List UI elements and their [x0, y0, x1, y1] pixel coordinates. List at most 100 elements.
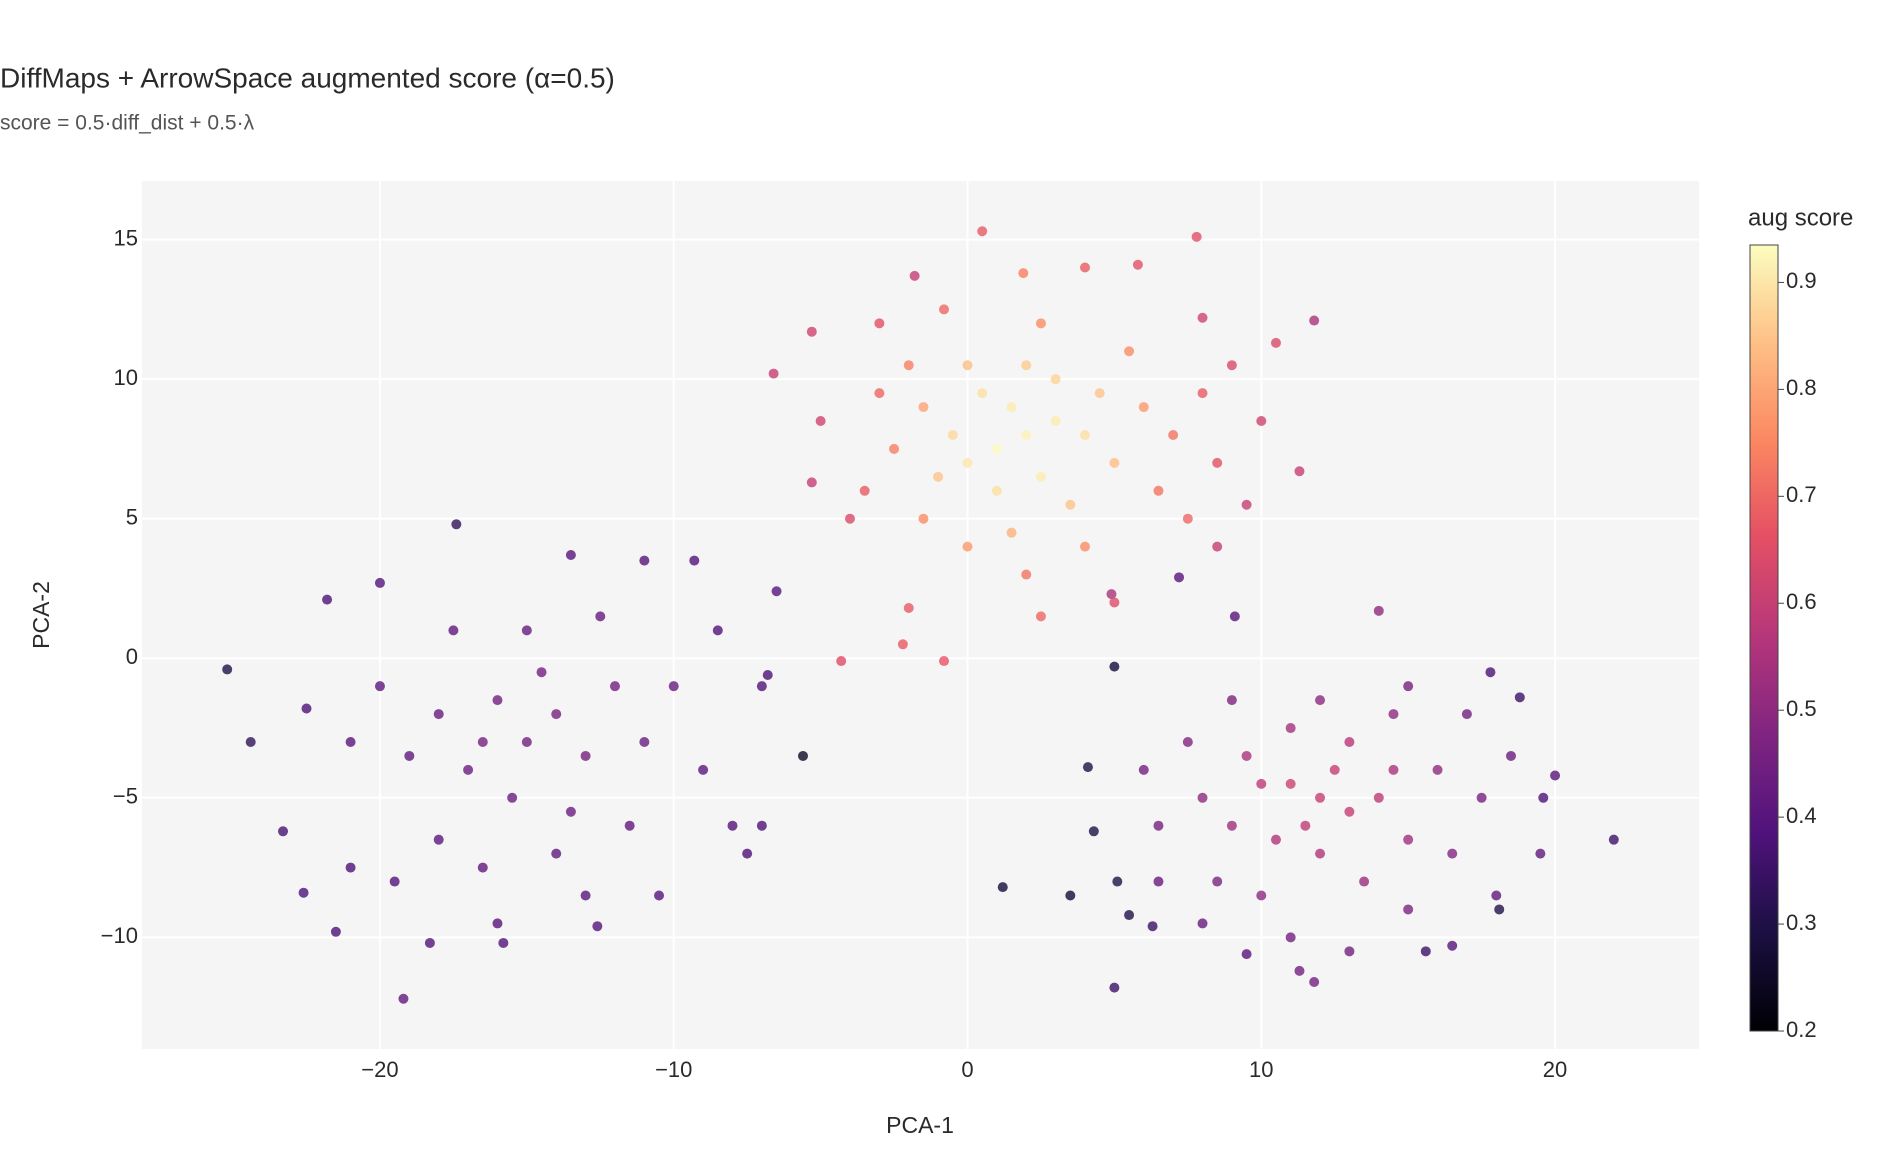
- point: [762, 670, 773, 681]
- point: [991, 443, 1002, 454]
- point: [1147, 921, 1158, 932]
- point: [806, 326, 817, 337]
- y-tick-label: 15: [114, 225, 138, 250]
- point: [918, 513, 929, 524]
- point: [1226, 360, 1237, 371]
- point: [345, 736, 356, 747]
- point: [580, 750, 591, 761]
- x-tick-label: −10: [655, 1057, 692, 1082]
- colorbar-title: aug score: [1748, 204, 1853, 231]
- point: [1132, 259, 1143, 270]
- point: [712, 625, 723, 636]
- colorbar: [1749, 244, 1779, 1032]
- point: [1285, 778, 1296, 789]
- point: [1403, 904, 1414, 915]
- point: [1168, 429, 1179, 440]
- point: [451, 519, 462, 530]
- point: [1494, 904, 1505, 915]
- point: [1197, 918, 1208, 929]
- point: [874, 388, 885, 399]
- point: [1256, 778, 1267, 789]
- x-tick-label: 0: [961, 1057, 973, 1082]
- point: [1197, 312, 1208, 323]
- point: [1065, 890, 1076, 901]
- point: [897, 639, 908, 650]
- point: [298, 887, 309, 898]
- point: [1021, 429, 1032, 440]
- point: [1309, 977, 1320, 988]
- point: [1373, 605, 1384, 616]
- point: [939, 656, 950, 667]
- point: [962, 541, 973, 552]
- point: [492, 695, 503, 706]
- point: [1256, 890, 1267, 901]
- point: [903, 360, 914, 371]
- y-tick-label: 0: [126, 644, 138, 669]
- point: [1491, 890, 1502, 901]
- point: [997, 882, 1008, 893]
- point: [1035, 471, 1046, 482]
- point: [768, 368, 779, 379]
- point: [301, 703, 312, 714]
- plot-area: [142, 181, 1699, 1049]
- point: [1447, 848, 1458, 859]
- point: [1608, 834, 1619, 845]
- point: [1285, 932, 1296, 943]
- point: [580, 890, 591, 901]
- point: [1309, 315, 1320, 326]
- colorbar-tick-label: 0.4: [1786, 803, 1817, 828]
- point: [991, 485, 1002, 496]
- point: [1109, 457, 1120, 468]
- point: [1050, 416, 1061, 427]
- point: [536, 667, 547, 678]
- point: [1226, 695, 1237, 706]
- point: [222, 664, 233, 675]
- point: [836, 656, 847, 667]
- point: [1082, 762, 1093, 773]
- point: [844, 513, 855, 524]
- point: [962, 360, 973, 371]
- point: [1212, 457, 1223, 468]
- point: [1514, 692, 1525, 703]
- point: [639, 555, 650, 566]
- point: [624, 820, 635, 831]
- point: [551, 848, 562, 859]
- point: [1138, 402, 1149, 413]
- point: [498, 937, 509, 948]
- point: [1109, 597, 1120, 608]
- point: [1359, 876, 1370, 887]
- point: [1315, 848, 1326, 859]
- x-tick-label: 20: [1543, 1057, 1567, 1082]
- point: [322, 594, 333, 605]
- point: [424, 937, 435, 948]
- point: [398, 993, 409, 1004]
- point: [1294, 965, 1305, 976]
- point: [1373, 792, 1384, 803]
- point: [1138, 764, 1149, 775]
- point: [1315, 695, 1326, 706]
- point: [698, 764, 709, 775]
- point: [1315, 792, 1326, 803]
- y-tick-label: 10: [114, 365, 138, 390]
- point: [909, 270, 920, 281]
- point: [1476, 792, 1487, 803]
- point: [1270, 337, 1281, 348]
- x-tick-label: 10: [1249, 1057, 1273, 1082]
- point: [1191, 231, 1202, 242]
- point: [1124, 910, 1135, 921]
- point: [1485, 667, 1496, 678]
- point: [1241, 499, 1252, 510]
- point: [977, 226, 988, 237]
- point: [1535, 848, 1546, 859]
- point: [609, 681, 620, 692]
- point: [404, 750, 415, 761]
- point: [595, 611, 606, 622]
- point: [1088, 826, 1099, 837]
- point: [345, 862, 356, 873]
- point: [278, 826, 289, 837]
- point: [1080, 541, 1091, 552]
- point: [592, 921, 603, 932]
- point: [1006, 402, 1017, 413]
- point: [903, 603, 914, 614]
